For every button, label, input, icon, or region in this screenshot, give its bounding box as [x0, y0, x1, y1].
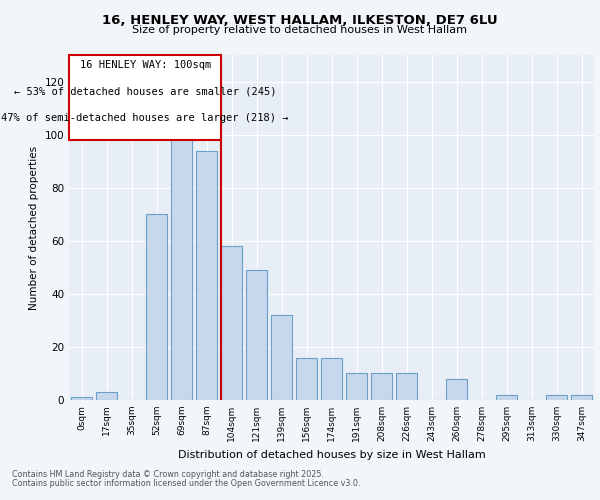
Bar [146, 214, 167, 400]
Text: 16, HENLEY WAY, WEST HALLAM, ILKESTON, DE7 6LU: 16, HENLEY WAY, WEST HALLAM, ILKESTON, D… [102, 14, 498, 27]
Bar [246, 270, 267, 400]
Text: Contains public sector information licensed under the Open Government Licence v3: Contains public sector information licen… [12, 479, 361, 488]
Bar [296, 358, 317, 400]
Bar [571, 394, 592, 400]
Text: ← 53% of detached houses are smaller (245): ← 53% of detached houses are smaller (24… [14, 87, 277, 97]
Bar [371, 374, 392, 400]
Bar [446, 379, 467, 400]
Text: 16 HENLEY WAY: 100sqm: 16 HENLEY WAY: 100sqm [80, 60, 211, 70]
Bar [346, 374, 367, 400]
X-axis label: Distribution of detached houses by size in West Hallam: Distribution of detached houses by size … [178, 450, 485, 460]
Bar [321, 358, 342, 400]
Bar [71, 398, 92, 400]
Bar [171, 132, 192, 400]
Text: Size of property relative to detached houses in West Hallam: Size of property relative to detached ho… [133, 25, 467, 35]
Bar [271, 315, 292, 400]
Y-axis label: Number of detached properties: Number of detached properties [29, 146, 39, 310]
Bar [221, 246, 242, 400]
Bar [96, 392, 117, 400]
Bar [546, 394, 567, 400]
Bar [496, 394, 517, 400]
Bar [196, 150, 217, 400]
Bar [396, 374, 417, 400]
Text: Contains HM Land Registry data © Crown copyright and database right 2025.: Contains HM Land Registry data © Crown c… [12, 470, 324, 479]
Text: 47% of semi-detached houses are larger (218) →: 47% of semi-detached houses are larger (… [1, 114, 289, 124]
FancyBboxPatch shape [69, 55, 221, 140]
